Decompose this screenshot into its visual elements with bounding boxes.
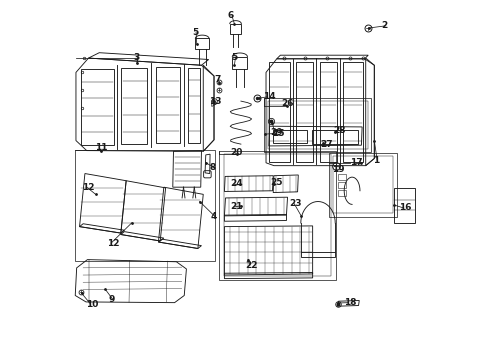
Bar xyxy=(75,150,215,261)
Text: 2: 2 xyxy=(381,21,387,30)
Text: 21: 21 xyxy=(230,202,242,211)
Text: 13: 13 xyxy=(208,97,221,106)
Text: 8: 8 xyxy=(209,163,216,172)
Bar xyxy=(338,182,346,188)
Text: 19: 19 xyxy=(332,165,344,174)
Bar xyxy=(264,98,370,152)
Text: 18: 18 xyxy=(343,298,356,307)
Bar xyxy=(219,150,335,280)
Bar xyxy=(338,190,346,196)
Bar xyxy=(267,102,367,149)
Text: 28: 28 xyxy=(332,126,345,135)
Text: 24: 24 xyxy=(230,179,242,188)
Text: 5: 5 xyxy=(231,53,237,62)
Text: 26: 26 xyxy=(281,99,293,108)
Text: 1: 1 xyxy=(372,156,378,165)
Text: 4: 4 xyxy=(210,212,217,221)
Text: 23: 23 xyxy=(289,199,302,208)
Text: 10: 10 xyxy=(86,300,99,309)
Text: 29: 29 xyxy=(270,128,283,137)
Text: 12: 12 xyxy=(82,183,95,192)
Text: 25: 25 xyxy=(270,178,282,187)
Text: 5: 5 xyxy=(191,28,198,37)
Bar xyxy=(394,188,414,223)
Bar xyxy=(328,153,396,217)
Text: 17: 17 xyxy=(349,158,362,167)
Bar xyxy=(338,174,346,180)
Bar xyxy=(273,130,306,143)
Text: 9: 9 xyxy=(108,294,114,303)
Text: 20: 20 xyxy=(230,148,242,157)
Text: 27: 27 xyxy=(320,140,332,149)
Text: 6: 6 xyxy=(227,11,233,20)
Text: 14: 14 xyxy=(263,92,275,101)
Text: 15: 15 xyxy=(271,129,284,138)
Bar xyxy=(332,156,392,213)
Text: 7: 7 xyxy=(214,75,220,84)
Text: 11: 11 xyxy=(95,143,107,152)
Text: 12: 12 xyxy=(106,239,119,248)
Text: 3: 3 xyxy=(133,53,139,62)
Bar xyxy=(223,154,330,276)
Bar xyxy=(311,130,357,144)
Text: 22: 22 xyxy=(245,261,258,270)
Text: 16: 16 xyxy=(399,203,411,212)
